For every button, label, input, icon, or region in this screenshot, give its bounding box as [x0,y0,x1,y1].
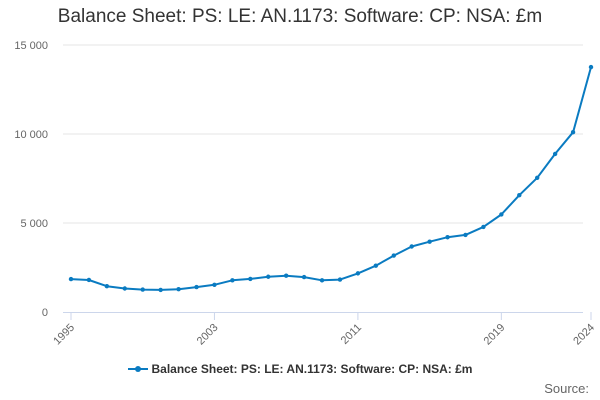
gridlines [63,44,583,224]
data-point [230,278,235,283]
data-point [517,193,522,198]
data-point [283,273,289,278]
data-point [391,253,396,258]
y-tick-label: 5 000 [20,218,48,230]
x-tick-label: 2011 [339,322,364,347]
data-point [176,287,181,292]
data-point [588,64,594,70]
data-point [248,276,253,282]
legend: Balance Sheet: PS: LE: AN.1173: Software… [0,362,600,376]
data-point [499,212,504,217]
data-point [570,130,576,135]
data-point [409,244,414,249]
data-point [122,286,127,291]
x-tick-label: 1995 [51,322,77,348]
data-point [68,276,74,282]
data-point [552,151,558,157]
data-point [86,277,92,283]
legend-dot [134,366,141,372]
data-point [427,239,432,244]
data-point [463,232,468,238]
data-point [104,283,110,289]
data-point [301,274,307,280]
data-point [355,271,361,276]
data-point [373,263,379,268]
x-tick-label: 2003 [195,322,221,348]
data-point [481,224,486,230]
series-line [70,66,592,291]
x-tick-label: 2024 [571,322,597,348]
data-point [337,277,343,282]
legend-marker-icon [127,364,148,374]
y-tick-label: 15 000 [14,40,48,52]
data-point [212,282,217,287]
data-point [158,287,163,293]
x-tick-label: 2019 [482,322,508,348]
data-point [535,175,540,180]
series-group [68,64,594,293]
data-point [140,287,145,292]
data-point [319,278,325,283]
source-credit[interactable]: Source: [544,381,589,396]
y-tick-label: 0 [42,307,48,319]
y-axis-labels: 0 5 000 10 000 15 000 [14,40,48,319]
chart-title: Balance Sheet: PS: LE: AN.1173: Software… [57,6,543,27]
data-point [445,235,450,240]
y-tick-label: 10 000 [14,129,48,141]
data-point [194,284,199,290]
x-axis [63,312,592,320]
legend-label: Balance Sheet: PS: LE: AN.1173: Software… [151,362,473,376]
legend-item[interactable]: Balance Sheet: PS: LE: AN.1173: Software… [127,362,473,376]
data-point [266,274,271,279]
x-axis-labels: 1995 2003 2011 2019 2024 [51,322,597,348]
